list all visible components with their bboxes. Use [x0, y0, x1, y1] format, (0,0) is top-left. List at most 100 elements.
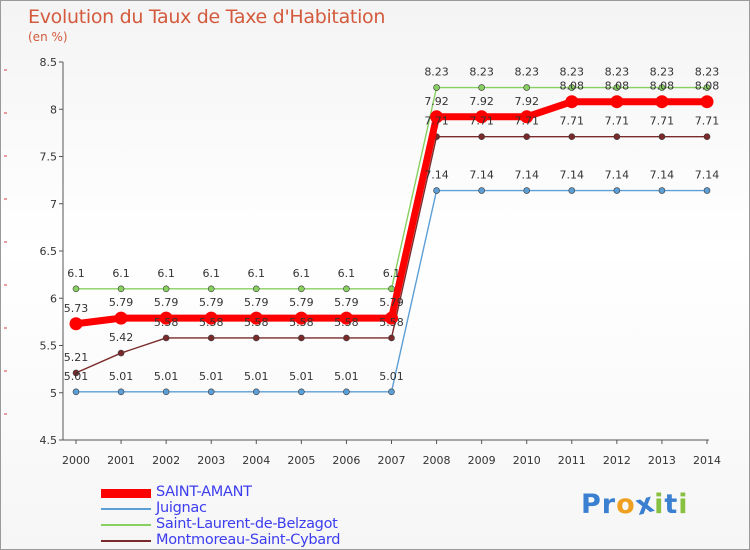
data-label-0: 7.92	[424, 95, 449, 108]
series-point-1	[613, 187, 621, 194]
series-point-1	[298, 388, 305, 396]
data-label-2: 8.23	[469, 66, 494, 79]
data-label-1: 5.01	[199, 370, 224, 383]
logo-letter: i	[678, 489, 689, 520]
x-tick-label: 2009	[468, 454, 496, 467]
x-tick-label: 2008	[423, 454, 451, 467]
data-label-2: 8.23	[514, 66, 539, 79]
logo-letter: t	[664, 489, 679, 520]
data-label-2: 6.1	[338, 267, 356, 280]
series-layer	[69, 84, 714, 396]
data-label-0: 5.79	[244, 296, 269, 309]
x-tick-label: 2003	[197, 454, 225, 467]
data-label-3: 5.42	[109, 331, 134, 344]
series-point-3	[388, 334, 395, 342]
data-label-0: 5.79	[199, 296, 224, 309]
x-tick-label: 2013	[648, 454, 676, 467]
series-point-2	[207, 285, 215, 293]
legend-label: Montmoreau-Saint-Cybard	[156, 532, 341, 548]
series-point-2	[658, 84, 666, 91]
data-label-2: 6.1	[112, 267, 130, 280]
x-tick-label: 2000	[62, 454, 90, 467]
series-point-3	[162, 334, 170, 342]
data-label-1: 7.14	[560, 169, 585, 182]
data-label-2: 8.23	[605, 66, 630, 79]
data-label-2: 6.1	[293, 267, 311, 280]
series-point-2	[72, 285, 80, 293]
data-label-2: 8.23	[650, 66, 675, 79]
data-label-3: 5.58	[154, 316, 179, 329]
series-point-2	[162, 285, 170, 293]
series-point-2	[433, 84, 440, 91]
series-point-0	[565, 95, 579, 109]
y-tick-label: 8	[50, 103, 57, 116]
data-label-1: 7.14	[650, 169, 675, 182]
data-label-0: 8.08	[695, 80, 720, 93]
x-tick-label: 2005	[287, 454, 315, 467]
series-point-0	[204, 311, 218, 325]
data-label-2: 8.23	[695, 66, 720, 79]
x-tick-label: 2010	[513, 454, 541, 467]
data-label-3: 5.58	[199, 316, 224, 329]
y-tick-label: 6	[50, 292, 57, 305]
series-point-0	[159, 311, 173, 325]
series-point-0	[339, 311, 353, 325]
data-label-0: 5.79	[109, 296, 134, 309]
data-label-2: 6.1	[248, 267, 266, 280]
data-label-2: 8.23	[560, 66, 585, 79]
logo-letter: i	[654, 489, 665, 520]
data-label-1: 5.01	[379, 370, 404, 383]
legend-label: Saint-Laurent-de-Belzagot	[156, 516, 338, 532]
series-point-0	[249, 311, 263, 325]
data-label-0: 5.79	[289, 296, 314, 309]
data-label-3: 7.71	[650, 115, 675, 128]
series-point-3	[478, 133, 485, 140]
data-label-3: 5.58	[244, 316, 269, 329]
data-label-0: 7.92	[514, 95, 539, 108]
series-point-0	[475, 110, 489, 124]
data-label-3: 7.71	[424, 115, 449, 128]
series-point-2	[613, 84, 621, 91]
series-point-3	[117, 349, 125, 357]
series-point-1	[343, 388, 350, 396]
series-point-0	[294, 311, 308, 325]
series-point-2	[478, 84, 485, 91]
data-label-2: 6.1	[67, 267, 85, 280]
data-label-3: 7.71	[514, 115, 539, 128]
legend-swatch	[101, 524, 151, 526]
series-point-1	[433, 187, 440, 194]
series-point-2	[703, 84, 711, 91]
y-tick-label: 7	[50, 198, 57, 211]
series-point-1	[72, 388, 80, 396]
legend-label: SAINT-AMANT	[156, 484, 252, 500]
series-point-3	[523, 133, 531, 140]
data-label-1: 7.14	[424, 169, 449, 182]
x-tick-label: 2001	[107, 454, 135, 467]
data-label-2: 6.1	[383, 267, 401, 280]
y-tick-label: 5.5	[40, 340, 58, 353]
x-tick-label: 2004	[242, 454, 270, 467]
x-tick-label: 2007	[378, 454, 406, 467]
series-point-2	[523, 84, 531, 91]
series-point-2	[343, 285, 350, 293]
data-label-1: 7.14	[514, 169, 539, 182]
data-label-2: 8.23	[424, 66, 449, 79]
data-label-3: 7.71	[469, 115, 494, 128]
series-point-3	[658, 133, 666, 140]
data-label-0: 8.08	[605, 80, 630, 93]
data-label-3: 7.71	[560, 115, 585, 128]
data-label-0: 8.08	[560, 80, 585, 93]
series-point-1	[523, 187, 531, 194]
series-point-1	[478, 187, 485, 194]
series-point-0	[655, 95, 669, 109]
y-tick-label: 7.5	[40, 151, 58, 164]
data-label-3: 5.21	[64, 351, 89, 364]
y-tick-label: 6.5	[40, 245, 58, 258]
series-point-1	[568, 187, 576, 194]
series-point-3	[207, 334, 215, 342]
data-label-0: 7.92	[469, 95, 494, 108]
series-point-0	[610, 95, 624, 109]
proxiti-logo: Proxiti	[581, 487, 689, 522]
data-label-1: 5.01	[334, 370, 359, 383]
